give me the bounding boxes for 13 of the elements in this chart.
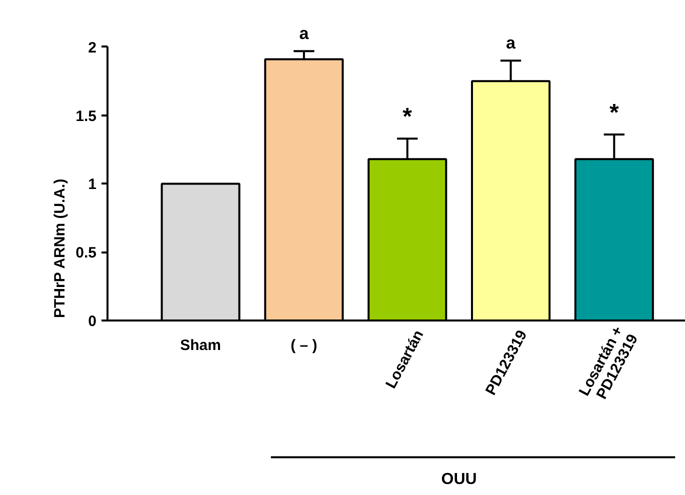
y-tick-label: 1.5 — [76, 108, 97, 125]
y-tick-label: 1 — [88, 176, 96, 194]
annotation: * — [402, 104, 413, 131]
annotation: a — [506, 34, 516, 53]
y-tick-label: 2 — [88, 39, 96, 56]
text: OUU — [441, 470, 477, 488]
x-tick-label: ( – ) — [290, 336, 318, 354]
x-tick-label: Sham — [180, 336, 221, 354]
annotation: * — [609, 100, 620, 127]
y-axis-title: PTHrP ARNm (U.A.) — [52, 178, 69, 318]
y-tick-label: 0 — [88, 312, 96, 330]
annotation: a — [299, 24, 310, 44]
y-tick-label: 0.5 — [76, 244, 97, 262]
